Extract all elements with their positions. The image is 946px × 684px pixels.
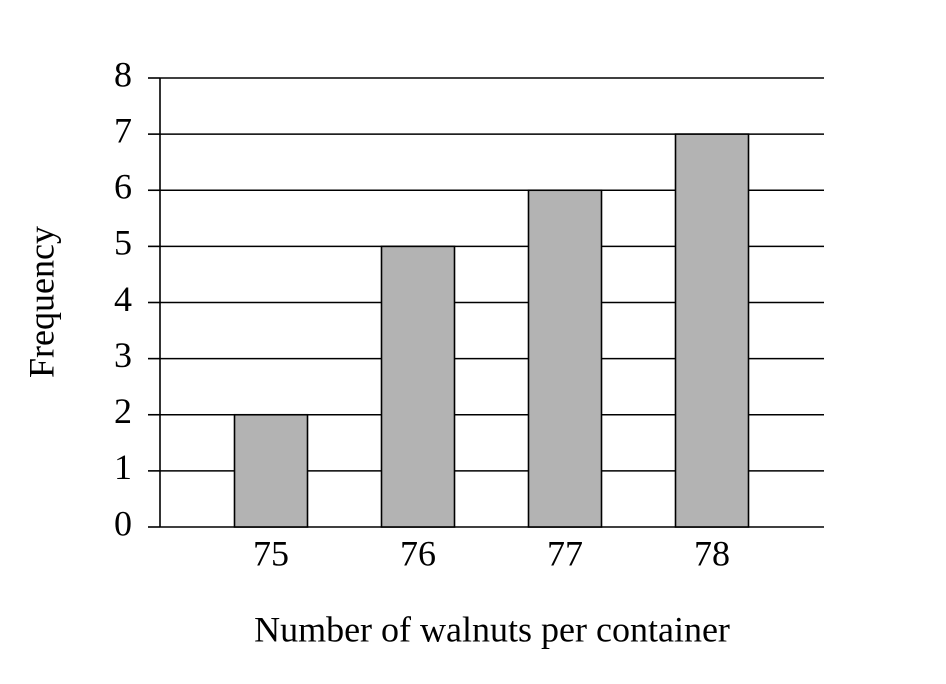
y-tick-label: 6 <box>114 167 132 207</box>
x-tick-label: 78 <box>694 533 730 573</box>
y-axis-title: Frequency <box>21 226 61 378</box>
y-tick-label: 7 <box>114 110 132 150</box>
x-axis-title: Number of walnuts per container <box>254 609 730 649</box>
x-tick-label: 76 <box>400 533 436 573</box>
y-tick-label: 2 <box>114 391 132 431</box>
y-tick-label: 0 <box>114 503 132 543</box>
y-tick-label: 5 <box>114 223 132 263</box>
bar <box>674 133 750 528</box>
bar <box>233 413 309 528</box>
y-tick-label: 1 <box>114 447 132 487</box>
x-tick-label: 77 <box>547 533 583 573</box>
y-tick-label: 4 <box>114 279 132 319</box>
bar <box>380 245 456 528</box>
x-tick-label: 75 <box>253 533 289 573</box>
y-tick-label: 3 <box>114 335 132 375</box>
y-tick-label: 8 <box>114 54 132 94</box>
bar <box>527 189 603 528</box>
